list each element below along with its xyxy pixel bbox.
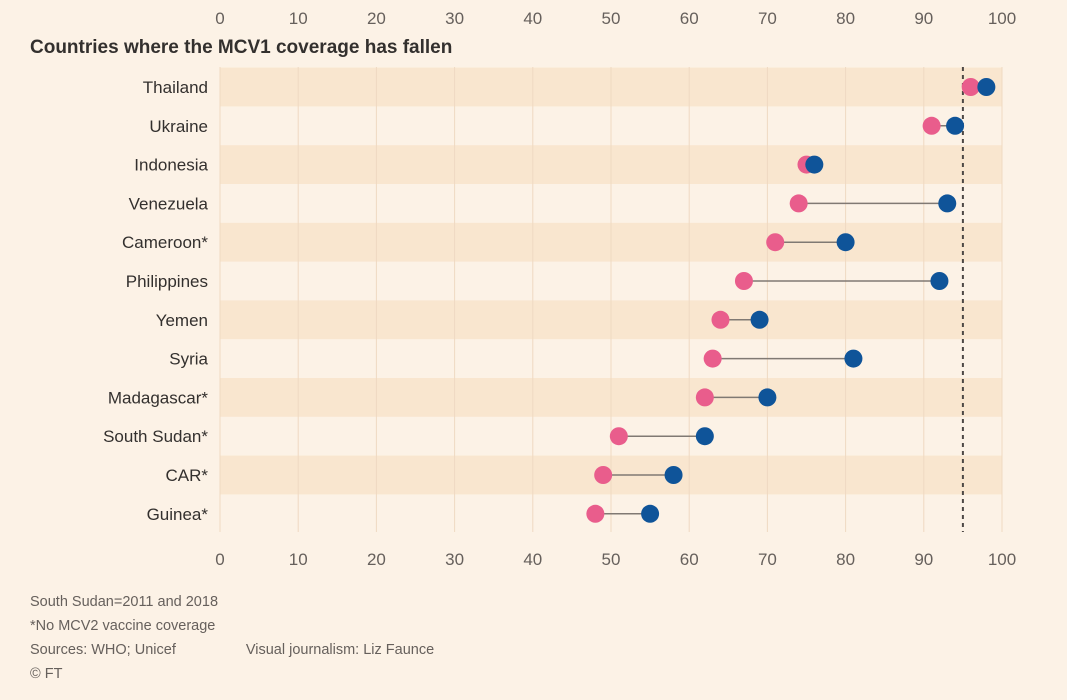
x-tick-label-top: 30 — [445, 9, 464, 28]
category-label: Yemen — [156, 311, 208, 330]
top-axis: 0 10 20 30 40 50 60 70 80 90 100 — [215, 9, 1016, 28]
x-tick-label-top: 80 — [836, 9, 855, 28]
pink-point — [594, 466, 613, 484]
x-tick-label-bottom: 100 — [988, 550, 1016, 569]
pink-point — [695, 388, 714, 407]
sources-line: Sources: WHO; Unicef Visual journalism: L… — [30, 638, 434, 662]
grid-lines — [219, 67, 1003, 532]
blue-point — [946, 116, 965, 135]
category-label: Guinea* — [147, 505, 209, 524]
blue-point — [750, 310, 769, 329]
pink-point — [609, 427, 628, 446]
category-label: Cameroon* — [122, 233, 208, 252]
blue-point — [930, 272, 949, 290]
x-tick-label-top: 40 — [523, 9, 542, 28]
sources: Sources: WHO; Unicef — [30, 642, 176, 658]
category-label: Ukraine — [149, 117, 208, 136]
chart-title: Countries where the MCV1 coverage has fa… — [30, 37, 452, 58]
x-tick-label-bottom: 50 — [602, 550, 621, 569]
x-tick-label-bottom: 10 — [289, 550, 308, 569]
blue-point — [664, 466, 683, 484]
category-label: Philippines — [126, 272, 208, 291]
note-no-mcv2: *No MCV2 vaccine coverage — [30, 618, 216, 634]
chart-marks — [586, 78, 996, 523]
x-tick-label-bottom: 90 — [914, 550, 933, 569]
pink-point — [789, 194, 808, 213]
pink-point — [961, 78, 980, 96]
category-label: CAR* — [165, 466, 208, 485]
x-tick-label-bottom: 0 — [215, 550, 224, 569]
x-tick-label-bottom: 40 — [523, 550, 542, 569]
pink-point — [586, 504, 605, 523]
blue-point — [805, 155, 824, 174]
category-label: Syria — [169, 350, 208, 369]
x-tick-label-top: 60 — [680, 9, 699, 28]
credit: Visual journalism: Liz Faunce — [245, 642, 435, 658]
x-tick-label-top: 10 — [289, 9, 308, 28]
bottom-axis: 0 10 20 30 40 50 60 70 80 90 100 — [215, 550, 1016, 569]
pink-point — [734, 272, 753, 290]
blue-point — [836, 233, 855, 252]
x-tick-label-top: 70 — [758, 9, 777, 28]
copyright: © FT — [30, 666, 63, 682]
x-tick-label-bottom: 70 — [758, 550, 777, 569]
x-tick-label-top: 90 — [914, 9, 933, 28]
category-label: Venezuela — [129, 194, 209, 213]
blue-point — [977, 78, 996, 96]
category-label: South Sudan* — [103, 427, 208, 446]
pink-point — [922, 116, 941, 135]
category-label: Thailand — [143, 78, 208, 97]
blue-point — [844, 349, 863, 368]
x-tick-label-top: 100 — [988, 9, 1016, 28]
x-tick-label-bottom: 30 — [445, 550, 464, 569]
x-tick-label-top: 0 — [215, 9, 224, 28]
category-labels: Thailand Ukraine Indonesia Venezuela Cameroo… — [103, 78, 208, 524]
x-tick-label-bottom: 20 — [367, 550, 386, 569]
chart-notes: South Sudan=2011 and 2018 *No MCV2 vacci… — [30, 590, 434, 686]
pink-point — [766, 233, 785, 252]
blue-point — [641, 504, 660, 523]
x-tick-label-top: 50 — [602, 9, 621, 28]
blue-point — [758, 388, 777, 407]
blue-point — [938, 194, 957, 213]
category-label: Madagascar* — [108, 388, 209, 407]
pink-point — [711, 310, 730, 329]
blue-point — [695, 427, 714, 446]
x-tick-label-bottom: 60 — [680, 550, 699, 569]
pink-point — [703, 349, 722, 368]
x-tick-label-top: 20 — [367, 9, 386, 28]
note-south-sudan: South Sudan=2011 and 2018 — [30, 594, 219, 610]
dumbbell-chart: 0 10 20 30 40 50 60 70 80 90 100 0 10 20 30 40 50 60 70 80… — [30, 9, 1016, 569]
x-tick-label-bottom: 80 — [836, 550, 855, 569]
category-label: Indonesia — [134, 156, 208, 175]
